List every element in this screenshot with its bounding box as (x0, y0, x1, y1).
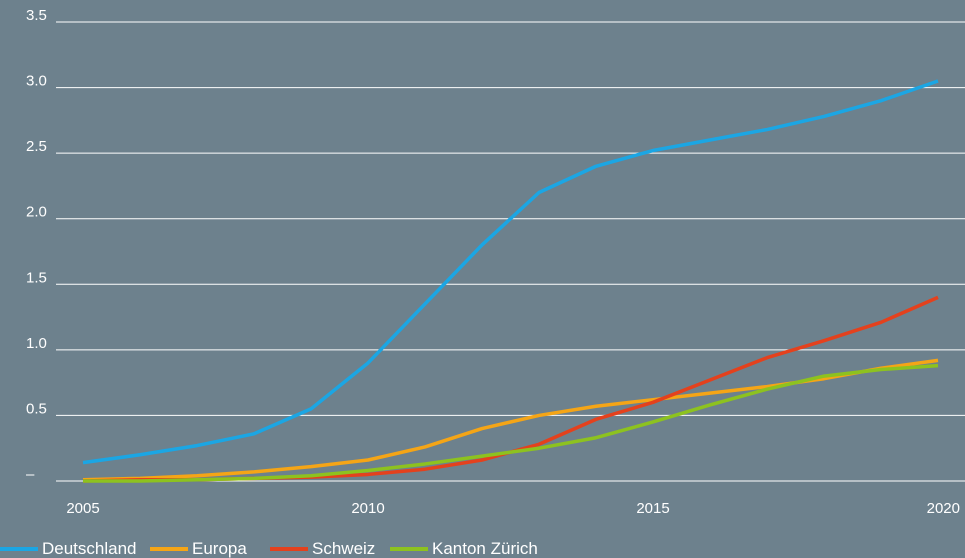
x-tick-label: 2010 (351, 500, 384, 517)
y-tick-label: 1.0 (26, 335, 47, 352)
y-tick-label: 2.5 (26, 138, 47, 155)
legend-label: Europa (192, 539, 247, 558)
series-line (82, 79, 939, 465)
legend-label: Deutschland (42, 539, 137, 558)
x-tick-label: 2020 (927, 500, 960, 517)
x-tick-label: 2005 (66, 500, 99, 517)
legend-label: Schweiz (312, 539, 375, 558)
y-tick-label: – (26, 466, 35, 483)
x-tick-label: 2015 (636, 500, 669, 517)
y-tick-label: 3.5 (26, 7, 47, 24)
y-tick-label: 0.5 (26, 400, 47, 417)
series-line (83, 363, 939, 483)
legend-label: Kanton Zürich (432, 539, 538, 558)
y-tick-label: 3.0 (26, 73, 47, 90)
y-tick-label: 2.0 (26, 204, 47, 221)
y-tick-label: 1.5 (26, 269, 47, 286)
